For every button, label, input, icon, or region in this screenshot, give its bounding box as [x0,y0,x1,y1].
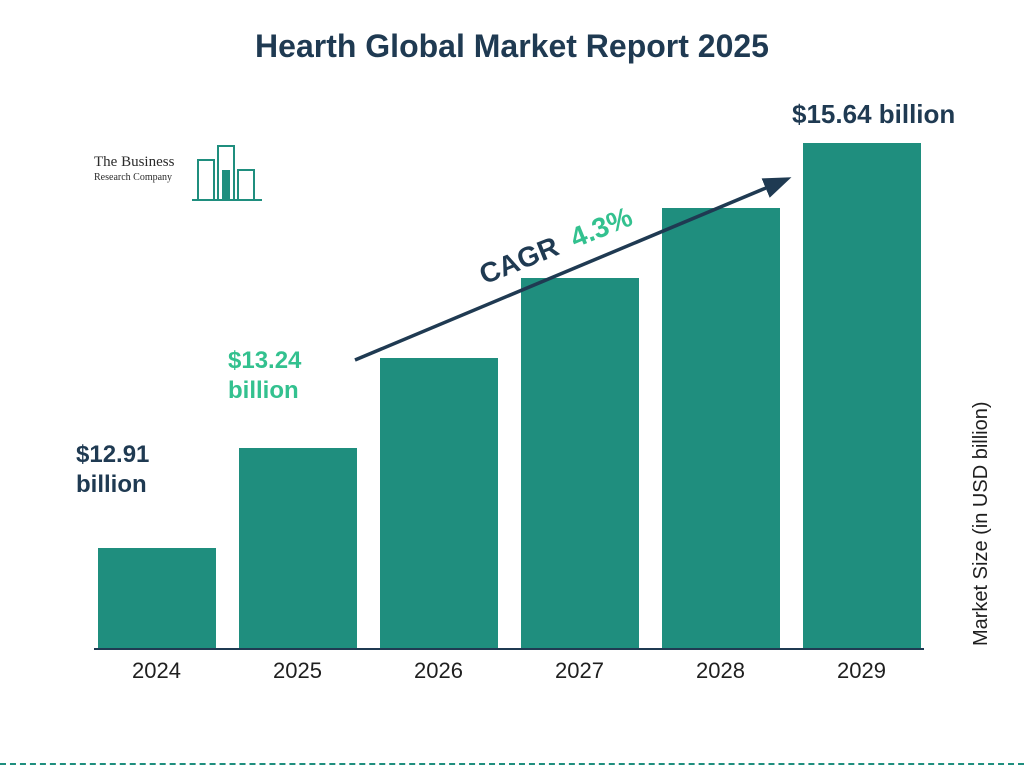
bar [98,548,216,648]
x-axis-label: 2025 [235,658,360,684]
title-text: Hearth Global Market Report 2025 [255,28,769,64]
cagr-annotation: CAGR 4.3% [355,170,815,370]
x-axis-label: 2028 [658,658,783,684]
x-axis-label: 2027 [517,658,642,684]
bar [239,448,357,648]
bar-slot [799,143,924,648]
bar-slot [376,358,501,648]
x-axis-line [94,648,924,650]
bottom-dashed-line [0,763,1024,765]
y-axis-label: Market Size (in USD billion) [971,402,994,647]
trend-arrow-icon [355,170,815,370]
x-axis-label: 2024 [94,658,219,684]
bar [803,143,921,648]
bar-slot [94,548,219,648]
value-label: $13.24billion [228,346,301,406]
bar [380,358,498,648]
x-labels-container: 2024 2025 2026 2027 2028 2029 [94,658,924,684]
value-label: $12.91billion [76,440,149,500]
bar-slot [235,448,360,648]
value-label: $15.64 billion [792,98,955,131]
chart-title: Hearth Global Market Report 2025 [0,28,1024,65]
x-axis-label: 2026 [376,658,501,684]
x-axis-label: 2029 [799,658,924,684]
